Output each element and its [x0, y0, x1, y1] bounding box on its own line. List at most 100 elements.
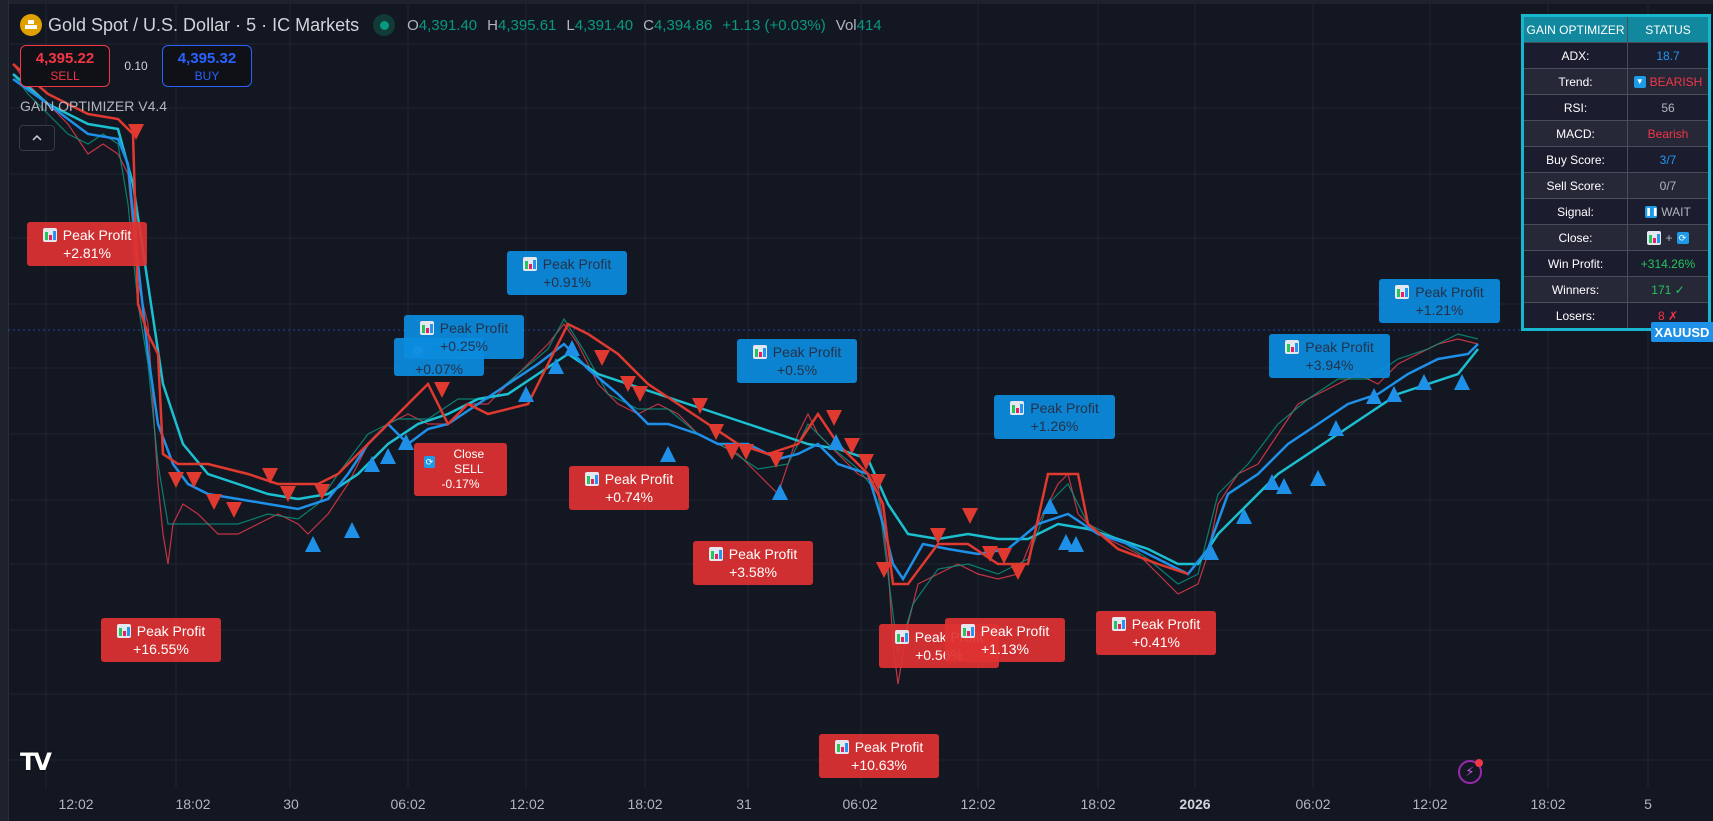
trade-annotation: Peak Profit +1.13% — [945, 618, 1065, 662]
row-value: 0/7 — [1659, 178, 1677, 193]
spread-value: 0.10 — [124, 59, 148, 73]
header-indicator: GAIN OPTIMIZER — [1524, 17, 1628, 42]
bar-chart-icon — [42, 228, 57, 242]
row-label: Win Profit: — [1524, 251, 1628, 276]
header-status: STATUS — [1645, 22, 1691, 37]
time-tick: 18:02 — [1080, 796, 1116, 812]
annotation-value: +0.91% — [543, 274, 591, 290]
table-row-trend: Trend: ▼ BEARISH — [1524, 69, 1708, 95]
lightning-icon[interactable]: ⚡ — [1458, 759, 1483, 784]
low-value: 4,391.40 — [574, 16, 634, 34]
row-value: 56 — [1661, 100, 1675, 115]
bar-chart-icon — [894, 630, 909, 644]
time-tick: 12:02 — [1412, 796, 1448, 812]
gain-optimizer-status-table: GAIN OPTIMIZER STATUS ADX: 18.7 Trend: ▼… — [1521, 14, 1711, 331]
table-row-sell-score: Sell Score: 0/7 — [1524, 173, 1708, 199]
sell-button[interactable]: 4,395.22 SELL — [20, 45, 110, 87]
open-label: O — [407, 16, 419, 34]
chevron-up-icon — [32, 134, 42, 141]
table-row-signal: Signal: ❚❚ WAIT — [1524, 199, 1708, 225]
buy-label: BUY — [194, 68, 220, 83]
market-open-status-icon — [373, 14, 396, 36]
buy-price: 4,395.32 — [177, 49, 237, 67]
time-tick: 06:02 — [1295, 796, 1331, 812]
annotation-value: -0.17% — [441, 477, 480, 491]
tradingview-logo-icon[interactable]: TV — [20, 748, 52, 776]
time-tick: 06:02 — [842, 796, 878, 812]
pause-icon: ❚❚ — [1645, 205, 1659, 218]
collapse-legend-button[interactable] — [19, 125, 55, 151]
trade-annotation: Peak Profit +3.94% — [1269, 334, 1390, 378]
notification-dot — [1475, 759, 1483, 767]
price-change: +1.13 (+0.03%) — [722, 16, 826, 34]
row-label: RSI: — [1524, 95, 1628, 120]
annotation-title: Peak Profit — [542, 256, 612, 272]
time-tick: 12:02 — [509, 796, 545, 812]
trade-annotation: Peak Profit +10.63% — [819, 734, 939, 778]
table-header: GAIN OPTIMIZER STATUS — [1524, 17, 1708, 43]
high-value: 4,395.61 — [498, 16, 557, 34]
sell-label: SELL — [50, 68, 80, 83]
row-value: 8 ✗ — [1657, 308, 1679, 323]
symbol-legend: Gold Spot / U.S. Dollar · 5 · IC Markets… — [20, 12, 882, 38]
annotation-title: Peak Profit — [1305, 339, 1374, 355]
table-row-win-profit: Win Profit: +314.26% — [1524, 251, 1708, 277]
symbol-price-badge: XAUUSD — [1651, 322, 1713, 342]
row-value: 3/7 — [1659, 152, 1677, 167]
sell-price: 4,395.22 — [35, 49, 95, 67]
time-tick: 2026 — [1179, 796, 1211, 812]
annotation-title: Peak Profit — [439, 320, 509, 336]
indicator-title[interactable]: GAIN OPTIMIZER V4.4 — [20, 98, 168, 114]
symbol-title[interactable]: Gold Spot / U.S. Dollar · 5 · IC Markets — [48, 14, 360, 35]
open-value: 4,391.40 — [418, 16, 478, 34]
annotation-value: +0.07% — [415, 361, 463, 377]
annotation-title: Peak Profit — [1415, 284, 1484, 300]
time-tick: 18:02 — [175, 796, 211, 812]
row-label: Losers: — [1524, 303, 1628, 328]
row-value: BEARISH — [1649, 74, 1703, 89]
close-value: 4,394.86 — [653, 16, 713, 34]
time-tick: 06:02 — [390, 796, 426, 812]
time-axis[interactable]: 12:02 18:02 30 06:02 12:02 18:02 31 06:0… — [8, 788, 1713, 821]
sync-icon: ⟳ — [1676, 231, 1689, 244]
annotation-value: +0.74% — [605, 489, 653, 505]
row-value: WAIT — [1661, 204, 1691, 219]
trade-annotation: Peak Profit +0.5% — [737, 339, 857, 383]
quick-trade-panel: 4,395.22 SELL 0.10 4,395.32 BUY — [20, 45, 252, 87]
annotation-title: Peak Profit — [62, 227, 132, 243]
annotation-title: Peak Profit — [1131, 616, 1201, 632]
trade-annotation: Peak Profit +1.21% — [1379, 279, 1500, 323]
bar-chart-icon — [1395, 285, 1410, 299]
price-chart-canvas[interactable] — [8, 4, 1713, 788]
trade-annotation: ⟳ Close SELL -0.17% — [414, 443, 507, 496]
annotation-title: Peak Profit — [980, 623, 1050, 639]
row-label: Close: — [1524, 225, 1628, 250]
row-label: Winners: — [1524, 277, 1628, 302]
sync-icon: ⟳ — [424, 456, 435, 468]
bar-chart-icon — [1111, 617, 1126, 631]
row-value: 171 ✓ — [1651, 282, 1685, 297]
ohlc-values: O4,391.40 H4,395.61 L4,391.40 C4,394.86 … — [407, 17, 882, 34]
annotation-value: +1.26% — [1030, 418, 1079, 434]
bar-chart-icon — [1010, 401, 1025, 415]
volume-value: 414 — [856, 16, 882, 34]
row-value: Bearish — [1647, 126, 1689, 141]
trade-annotation: Peak Profit +16.55% — [101, 618, 221, 662]
low-label: L — [566, 16, 575, 34]
trade-annotation: Peak Profit +0.74% — [569, 466, 689, 510]
close-label: C — [643, 16, 654, 34]
annotation-value: +1.13% — [981, 641, 1029, 657]
table-row-close: Close: + ⟳ — [1524, 225, 1708, 251]
table-row-rsi: RSI: 56 — [1524, 95, 1708, 121]
bar-chart-icon — [960, 624, 975, 638]
table-row-adx: ADX: 18.7 — [1524, 43, 1708, 69]
bar-chart-icon — [116, 624, 131, 638]
annotation-value: +0.41% — [1132, 634, 1180, 650]
bar-chart-icon — [584, 472, 599, 486]
annotation-title: Peak Profit — [772, 344, 842, 360]
time-tick: 12:02 — [58, 796, 94, 812]
buy-button[interactable]: 4,395.32 BUY — [162, 45, 252, 87]
table-row-winners: Winners: 171 ✓ — [1524, 277, 1708, 303]
row-label: MACD: — [1524, 121, 1628, 146]
